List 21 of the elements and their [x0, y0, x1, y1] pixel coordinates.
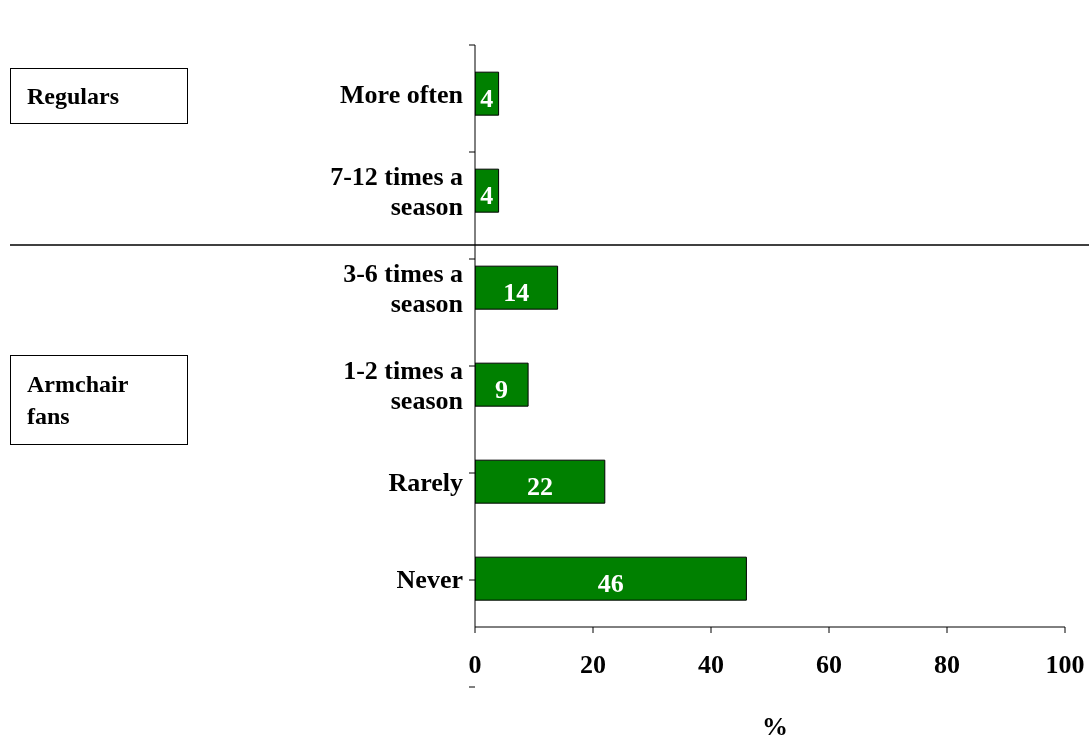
- x-tick-label: 20: [580, 650, 606, 679]
- x-tick-label: 80: [934, 650, 960, 679]
- x-axis-title: %: [762, 712, 788, 742]
- data-label: 4: [480, 180, 494, 210]
- y-tick-label: 7-12 times a season: [330, 161, 464, 220]
- data-label: 46: [597, 568, 624, 598]
- data-label: 22: [526, 471, 553, 501]
- data-label: 9: [495, 374, 509, 404]
- y-tick-label: 1-2 times a season: [343, 355, 464, 414]
- y-tick-label: Never: [396, 564, 463, 593]
- y-tick-label: 3-6 times a season: [343, 258, 464, 317]
- y-tick-label: Rarely: [388, 467, 463, 496]
- text: Armchair fans: [10, 355, 188, 445]
- x-tick-label: 100: [1045, 650, 1085, 679]
- data-label: 4: [480, 83, 494, 113]
- x-tick-label: 0: [468, 650, 482, 679]
- data-label: 14: [503, 277, 530, 307]
- x-tick-label: 60: [816, 650, 842, 679]
- x-tick-label: 40: [698, 650, 724, 679]
- text: Regulars: [10, 68, 188, 124]
- y-tick-label: More often: [340, 79, 464, 108]
